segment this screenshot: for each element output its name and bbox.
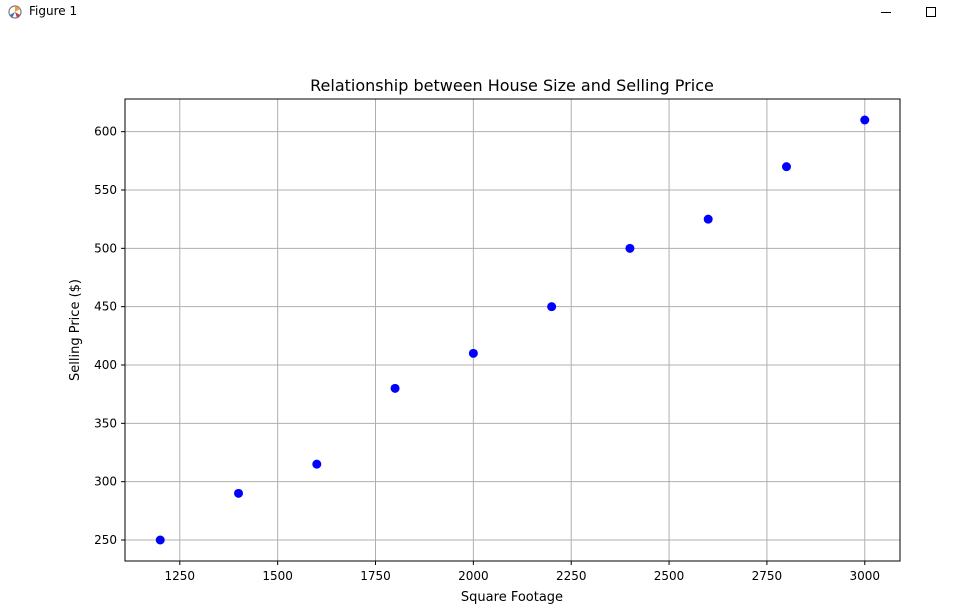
y-axis-label: Selling Price ($) bbox=[68, 279, 83, 381]
axis-ticks: 1250 1500 1750 2000 2250 2500 2750 3000 250 300 35… bbox=[94, 125, 880, 583]
grid-layer bbox=[125, 99, 900, 561]
data-point bbox=[390, 383, 400, 393]
minimize-button[interactable] bbox=[863, 0, 909, 24]
y-tick-label: 500 bbox=[94, 241, 117, 255]
data-point bbox=[860, 115, 870, 125]
data-points bbox=[155, 115, 870, 545]
minimize-icon bbox=[881, 11, 891, 13]
y-tick-label: 350 bbox=[94, 416, 117, 430]
data-point bbox=[625, 243, 635, 253]
y-tick-label: 300 bbox=[94, 475, 117, 489]
y-tick-label: 600 bbox=[94, 125, 117, 139]
x-tick-label: 2000 bbox=[458, 569, 489, 583]
y-tick-label: 550 bbox=[94, 183, 117, 197]
y-tick-label: 400 bbox=[94, 358, 117, 372]
y-tick-label: 250 bbox=[94, 533, 117, 547]
data-point bbox=[547, 302, 557, 312]
window-titlebar: Figure 1 bbox=[0, 0, 964, 24]
x-tick-label: 1500 bbox=[262, 569, 293, 583]
matplotlib-figure-icon bbox=[8, 5, 22, 19]
data-point bbox=[234, 488, 244, 498]
data-point bbox=[312, 459, 322, 469]
maximize-icon bbox=[926, 7, 936, 17]
data-point bbox=[155, 535, 165, 545]
x-tick-label: 1750 bbox=[360, 569, 391, 583]
x-axis-label: Square Footage bbox=[461, 590, 563, 605]
maximize-button[interactable] bbox=[908, 0, 954, 24]
chart-title: Relationship between House Size and Sell… bbox=[310, 76, 714, 95]
x-tick-label: 1250 bbox=[165, 569, 196, 583]
window-title: Figure 1 bbox=[29, 4, 78, 18]
scatter-chart: 1250 1500 1750 2000 2250 2500 2750 3000 250 300 35… bbox=[68, 76, 901, 605]
y-tick-label: 450 bbox=[94, 300, 117, 314]
x-tick-label: 2500 bbox=[654, 569, 685, 583]
data-point bbox=[703, 214, 713, 224]
x-tick-label: 3000 bbox=[849, 569, 880, 583]
x-tick-label: 2750 bbox=[752, 569, 783, 583]
x-tick-label: 2250 bbox=[556, 569, 587, 583]
plot-frame bbox=[124, 98, 901, 562]
data-point bbox=[468, 348, 478, 358]
data-point bbox=[781, 162, 791, 172]
